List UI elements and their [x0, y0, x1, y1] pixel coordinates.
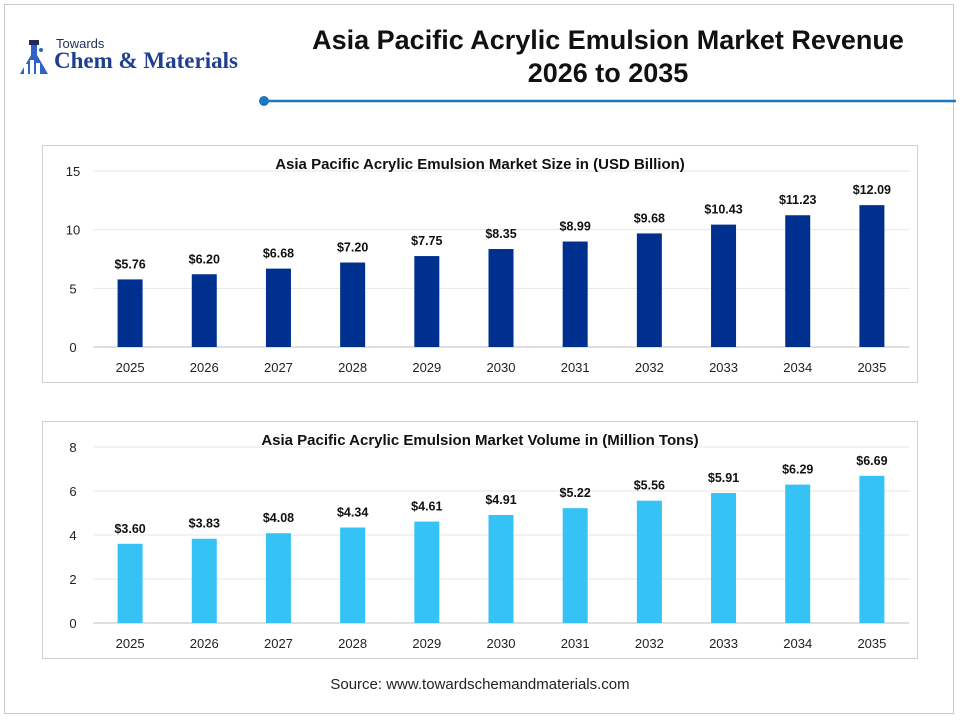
volume-bar-2032: [636, 500, 662, 623]
volume-bar-2026: [191, 538, 217, 623]
revenue-data-label-2030: $8.35: [485, 227, 516, 241]
revenue-y-tick-label: 10: [66, 223, 80, 238]
revenue-x-tick-label-2030: 2030: [487, 360, 516, 375]
volume-bar-2033: [711, 492, 737, 623]
volume-x-tick-label-2025: 2025: [116, 636, 145, 651]
volume-bar-2025: [117, 543, 143, 623]
volume-x-tick-label-2026: 2026: [190, 636, 219, 651]
volume-x-tick-label-2035: 2035: [857, 636, 886, 651]
title-rule: [259, 96, 956, 106]
volume-data-label-2025: $3.60: [114, 522, 145, 536]
volume-data-label-2033: $5.91: [708, 471, 739, 485]
volume-data-label-2029: $4.61: [411, 500, 442, 514]
volume-data-label-2026: $3.83: [189, 517, 220, 531]
revenue-data-label-2027: $6.68: [263, 247, 294, 261]
revenue-bar-2027: [265, 268, 291, 347]
revenue-x-tick-label-2035: 2035: [857, 360, 886, 375]
volume-x-tick-label-2031: 2031: [561, 636, 590, 651]
volume-data-label-2030: $4.91: [485, 493, 516, 507]
page-frame: [4, 4, 954, 714]
volume-x-tick-label-2028: 2028: [338, 636, 367, 651]
revenue-data-label-2025: $5.76: [114, 257, 145, 271]
revenue-bar-2028: [340, 262, 366, 347]
logo-brand-text: Chem & Materials: [54, 48, 238, 73]
page-title-line1: Asia Pacific Acrylic Emulsion Market Rev…: [312, 25, 904, 55]
revenue-bar-2031: [562, 241, 588, 347]
volume-x-tick-label-2034: 2034: [783, 636, 812, 651]
volume-bar-2034: [785, 484, 811, 623]
revenue-data-label-2028: $7.20: [337, 241, 368, 255]
volume-data-label-2032: $5.56: [634, 479, 665, 493]
revenue-x-tick-label-2033: 2033: [709, 360, 738, 375]
volume-data-label-2034: $6.29: [782, 463, 813, 477]
revenue-x-tick-label-2027: 2027: [264, 360, 293, 375]
volume-y-tick-label: 8: [69, 440, 76, 455]
revenue-x-tick-label-2028: 2028: [338, 360, 367, 375]
page-title: Asia Pacific Acrylic Emulsion Market Rev…: [268, 24, 948, 90]
revenue-bar-2026: [191, 274, 217, 347]
revenue-data-label-2032: $9.68: [634, 211, 665, 225]
revenue-bar-2025: [117, 279, 143, 347]
revenue-data-label-2034: $11.23: [779, 193, 817, 207]
volume-chart-title: Asia Pacific Acrylic Emulsion Market Vol…: [261, 432, 699, 449]
volume-bar-2030: [488, 514, 514, 623]
revenue-data-label-2035: $12.09: [853, 183, 891, 197]
logo: Towards Chem & Materials: [16, 36, 261, 86]
revenue-chart-svg: 0 5 10 15 $5.76 2025 $6.20 2026 $6.68 2027 $7.20 20…: [66, 164, 909, 375]
revenue-y-tick-label: 15: [66, 164, 80, 179]
revenue-bar-2029: [414, 256, 440, 347]
volume-data-label-2035: $6.69: [856, 454, 887, 468]
volume-bar-2028: [340, 527, 366, 623]
revenue-chart-title: Asia Pacific Acrylic Emulsion Market Siz…: [275, 156, 685, 173]
volume-bar-2035: [859, 475, 885, 623]
page-title-line2: 2026 to 2035: [527, 58, 689, 88]
logo-towards-text: Towards: [56, 36, 105, 51]
revenue-bar-2032: [636, 233, 662, 347]
volume-chart: 0 2 4 6 8 $3.60 2025 $3.83 2026 $4.08 2027 $4.34 202…: [42, 421, 918, 659]
flask-icon: [20, 40, 48, 74]
volume-bar-2027: [265, 533, 291, 623]
revenue-y-tick-label: 0: [69, 340, 76, 355]
revenue-bar-2034: [785, 215, 811, 347]
volume-data-label-2028: $4.34: [337, 506, 368, 520]
revenue-x-tick-label-2029: 2029: [412, 360, 441, 375]
revenue-x-tick-label-2025: 2025: [116, 360, 145, 375]
volume-bar-2029: [414, 521, 440, 623]
volume-y-tick-label: 0: [69, 616, 76, 631]
volume-bar-2031: [562, 508, 588, 623]
revenue-x-tick-label-2034: 2034: [783, 360, 812, 375]
volume-y-tick-label: 2: [69, 572, 76, 587]
volume-x-tick-label-2032: 2032: [635, 636, 664, 651]
volume-data-label-2027: $4.08: [263, 511, 294, 525]
volume-y-tick-label: 4: [69, 528, 76, 543]
volume-chart-svg: 0 2 4 6 8 $3.60 2025 $3.83 2026 $4.08 2027 $4.34 202…: [69, 440, 909, 651]
volume-x-tick-label-2033: 2033: [709, 636, 738, 651]
volume-y-tick-label: 6: [69, 484, 76, 499]
revenue-data-label-2031: $8.99: [560, 220, 591, 234]
revenue-chart: 0 5 10 15 $5.76 2025 $6.20 2026 $6.68 2027 $7.20 20…: [42, 145, 918, 383]
revenue-bar-2033: [711, 224, 737, 347]
revenue-x-tick-label-2031: 2031: [561, 360, 590, 375]
volume-x-tick-label-2029: 2029: [412, 636, 441, 651]
revenue-bar-2035: [859, 205, 885, 347]
revenue-x-tick-label-2026: 2026: [190, 360, 219, 375]
revenue-data-label-2026: $6.20: [189, 252, 220, 266]
revenue-data-label-2033: $10.43: [704, 203, 742, 217]
volume-data-label-2031: $5.22: [560, 486, 591, 500]
revenue-y-tick-label: 5: [69, 281, 76, 296]
volume-x-tick-label-2030: 2030: [487, 636, 516, 651]
revenue-bar-2030: [488, 249, 514, 347]
revenue-x-tick-label-2032: 2032: [635, 360, 664, 375]
revenue-data-label-2029: $7.75: [411, 234, 442, 248]
source-text: Source: www.towardschemandmaterials.com: [330, 676, 630, 693]
volume-x-tick-label-2027: 2027: [264, 636, 293, 651]
